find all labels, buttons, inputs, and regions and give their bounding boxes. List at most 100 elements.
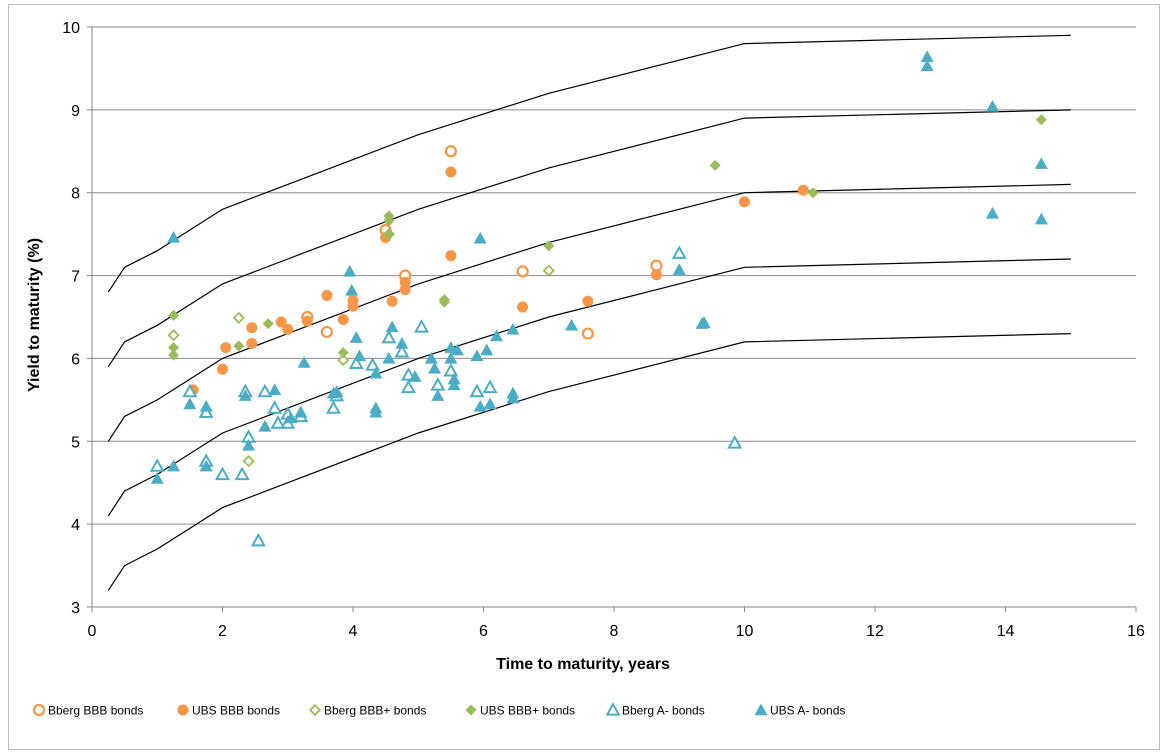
data-point xyxy=(565,318,579,331)
data-point xyxy=(238,389,252,401)
y-tick-label: 10 xyxy=(62,20,80,37)
data-point xyxy=(517,301,529,313)
y-tick-label: 5 xyxy=(71,434,80,451)
data-point xyxy=(369,405,383,418)
data-point xyxy=(445,166,457,178)
data-point xyxy=(215,466,230,481)
legend-label: UBS A- bonds xyxy=(770,704,845,718)
data-point xyxy=(325,400,341,414)
data-point xyxy=(242,438,256,451)
data-point xyxy=(506,322,520,335)
x-tick-labels: 0 2 4 6 8 10 12 14 16 xyxy=(88,623,1145,640)
legend-marker xyxy=(605,702,621,716)
data-point xyxy=(348,355,364,370)
data-points xyxy=(149,50,1048,547)
data-point xyxy=(1034,157,1048,169)
data-point xyxy=(542,264,555,277)
data-point xyxy=(516,265,529,278)
data-point xyxy=(369,366,383,379)
x-tick-label: 2 xyxy=(218,623,227,640)
data-point xyxy=(383,228,395,240)
data-point xyxy=(282,323,294,335)
data-point xyxy=(581,327,595,340)
data-point xyxy=(428,361,442,374)
series-ubs-a-bonds xyxy=(150,50,1048,484)
data-point xyxy=(408,370,422,382)
data-point xyxy=(709,159,721,171)
data-point xyxy=(217,363,228,375)
data-point xyxy=(470,349,484,362)
data-point xyxy=(506,391,520,404)
data-point xyxy=(337,354,350,367)
chart-frame: 3 4 5 6 7 8 9 10 0 2 4 6 8 10 12 14 16 Yield to maturit… xyxy=(8,4,1160,750)
series-ubs-bbb-bonds xyxy=(168,114,1047,361)
data-point xyxy=(268,383,282,396)
data-point xyxy=(267,400,283,414)
data-point xyxy=(920,50,934,63)
data-point xyxy=(483,397,497,410)
data-point xyxy=(301,315,313,327)
data-point xyxy=(365,357,381,371)
data-point xyxy=(258,419,272,432)
data-point xyxy=(199,399,213,412)
data-point xyxy=(167,230,181,243)
data-point xyxy=(330,385,344,397)
data-point xyxy=(294,405,308,418)
scatter-chart: 3 4 5 6 7 8 9 10 0 2 4 6 8 10 12 14 16 Yield to maturit… xyxy=(26,20,1145,718)
legend-marker xyxy=(177,704,189,716)
data-point xyxy=(400,379,416,394)
data-point xyxy=(414,319,430,333)
y-tick-labels: 3 4 5 6 7 8 9 10 xyxy=(62,20,80,617)
data-point xyxy=(444,351,458,364)
legend-label: Bberg BBB bonds xyxy=(48,704,143,718)
y-tick-label: 6 xyxy=(71,351,80,368)
series-ubs-bbb-bonds xyxy=(187,166,809,396)
x-tick-label: 12 xyxy=(866,623,884,640)
data-point xyxy=(394,343,410,358)
data-point xyxy=(382,351,396,364)
data-point xyxy=(167,329,180,342)
data-point xyxy=(353,349,367,362)
y-axis-title: Yield to maturity (%) xyxy=(26,238,43,392)
yield-curve-2 xyxy=(107,109,1071,368)
data-point xyxy=(399,276,411,288)
data-point xyxy=(444,145,457,158)
data-point xyxy=(242,455,255,468)
data-point xyxy=(321,289,333,301)
data-point xyxy=(797,184,809,196)
data-point xyxy=(383,215,395,227)
data-point xyxy=(168,349,180,361)
data-point xyxy=(727,435,743,449)
y-tick-label: 3 xyxy=(71,600,80,617)
data-point xyxy=(234,466,250,481)
data-point xyxy=(469,383,485,398)
data-point xyxy=(807,187,819,199)
legend-item: UBS BBB bonds xyxy=(177,704,280,718)
data-point xyxy=(182,383,198,398)
data-point xyxy=(920,59,934,72)
data-point xyxy=(473,399,487,412)
data-point xyxy=(386,295,398,307)
data-point xyxy=(270,415,286,429)
data-point xyxy=(985,206,999,219)
data-point xyxy=(1035,114,1047,126)
yield-curve-5 xyxy=(107,333,1071,591)
data-point xyxy=(450,343,464,356)
data-point xyxy=(739,196,750,208)
legend-label: UBS BBB bonds xyxy=(192,704,280,718)
data-point xyxy=(220,342,232,354)
legend-marker xyxy=(308,703,322,717)
data-point xyxy=(199,459,213,472)
x-tick-label: 14 xyxy=(997,623,1015,640)
data-point xyxy=(168,342,180,354)
y-tick-label: 8 xyxy=(71,186,80,203)
data-point xyxy=(490,329,504,342)
data-point xyxy=(650,269,662,281)
data-point xyxy=(250,532,266,547)
legend-item: UBS A- bonds xyxy=(754,703,845,718)
data-point xyxy=(347,294,359,306)
data-point xyxy=(275,316,287,328)
data-point xyxy=(343,264,357,277)
yield-curve-3 xyxy=(107,183,1071,442)
series-bberg-a-bonds xyxy=(149,245,743,547)
